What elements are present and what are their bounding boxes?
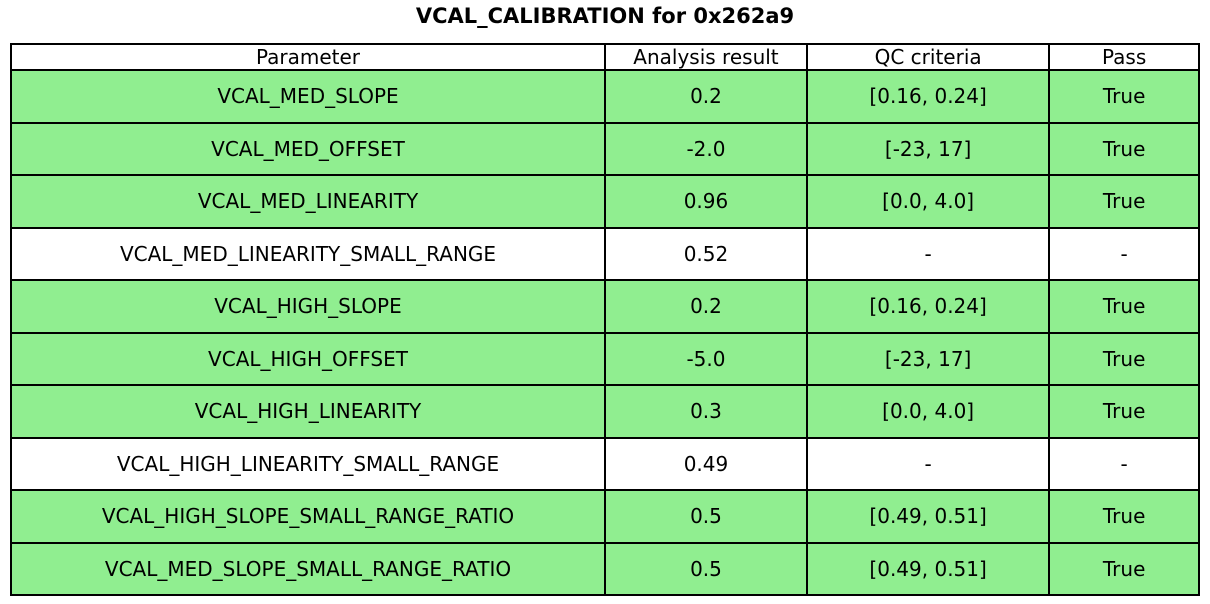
table-cell: [0.16, 0.24] [805, 69, 1051, 124]
table-row: VCAL_HIGH_LINEARITY 0.3 [0.0, 4.0] True [10, 384, 1200, 439]
table-cell: 0.2 [604, 279, 808, 334]
table-row: VCAL_MED_OFFSET -2.0 [-23, 17] True [10, 121, 1200, 176]
table-row: VCAL_HIGH_LINEARITY_SMALL_RANGE 0.49- - [10, 436, 1200, 491]
table-cell: VCAL_MED_SLOPE_SMALL_RANGE_RATIO [10, 541, 606, 596]
table-cell: VCAL_HIGH_LINEARITY_SMALL_RANGE [10, 436, 606, 491]
table-cell: VCAL_HIGH_OFFSET [10, 331, 606, 386]
table-row: VCAL_HIGH_OFFSET -5.0 [-23, 17] True [10, 331, 1200, 386]
table-cell: [-23, 17] [805, 331, 1051, 386]
table-cell: [0.0, 4.0] [805, 384, 1051, 439]
table-cell: True [1048, 331, 1200, 386]
table-cell: 0.3 [604, 384, 808, 439]
table-cell: [0.16, 0.24] [805, 279, 1051, 334]
table-cell: VCAL_MED_LINEARITY [10, 174, 606, 229]
table-cell: - [805, 436, 1051, 491]
table-cell: VCAL_MED_OFFSET [10, 121, 606, 176]
table-cell: VCAL_HIGH_SLOPE [10, 279, 606, 334]
table-cell: True [1048, 279, 1200, 334]
table-header-row: Parameter Analysis result QC criteria Pass [10, 43, 1200, 71]
table-cell: VCAL_HIGH_LINEARITY [10, 384, 606, 439]
table-cell: - [805, 226, 1051, 281]
table-cell: 0.49 [604, 436, 808, 491]
table-row: VCAL_MED_LINEARITY 0.96 [0.0, 4.0] True [10, 174, 1200, 229]
table-row: VCAL_MED_LINEARITY_SMALL_RANGE 0.52- - [10, 226, 1200, 281]
table-cell: True [1048, 384, 1200, 439]
table-cell: 0.5 [604, 489, 808, 544]
table-cell: -5.0 [604, 331, 808, 386]
table-row: VCAL_MED_SLOPE 0.2 [0.16, 0.24] True [10, 69, 1200, 124]
table-cell: [-23, 17] [805, 121, 1051, 176]
table-cell: 0.2 [604, 69, 808, 124]
table-cell: True [1048, 69, 1200, 124]
column-header: Analysis result [604, 43, 808, 71]
table-cell: [0.0, 4.0] [805, 174, 1051, 229]
table-cell: VCAL_MED_LINEARITY_SMALL_RANGE [10, 226, 606, 281]
table-cell: VCAL_HIGH_SLOPE_SMALL_RANGE_RATIO [10, 489, 606, 544]
table-row: VCAL_HIGH_SLOPE_SMALL_RANGE_RATIO 0.5 [0.4… [10, 489, 1200, 544]
table-cell: 0.96 [604, 174, 808, 229]
table-cell: True [1048, 174, 1200, 229]
table-cell: -2.0 [604, 121, 808, 176]
table-row: VCAL_HIGH_SLOPE 0.2 [0.16, 0.24] True [10, 279, 1200, 334]
column-header: Parameter [10, 43, 606, 71]
qc-results-table: Parameter Analysis result QC criteria Pass … [10, 43, 1200, 596]
table-cell: - [1048, 436, 1200, 491]
table-cell: 0.52 [604, 226, 808, 281]
table-cell: True [1048, 541, 1200, 596]
column-header: QC criteria [805, 43, 1051, 71]
table-cell: True [1048, 489, 1200, 544]
table-cell: 0.5 [604, 541, 808, 596]
table-cell: True [1048, 121, 1200, 176]
table-cell: VCAL_MED_SLOPE [10, 69, 606, 124]
column-header: Pass [1048, 43, 1200, 71]
page-title: VCAL_CALIBRATION for 0x262a9 [415, 4, 795, 28]
table-cell: [0.49, 0.51] [805, 541, 1051, 596]
table-cell: [0.49, 0.51] [805, 489, 1051, 544]
table-cell: - [1048, 226, 1200, 281]
table-row: VCAL_MED_SLOPE_SMALL_RANGE_RATIO 0.5 [0.49… [10, 541, 1200, 596]
